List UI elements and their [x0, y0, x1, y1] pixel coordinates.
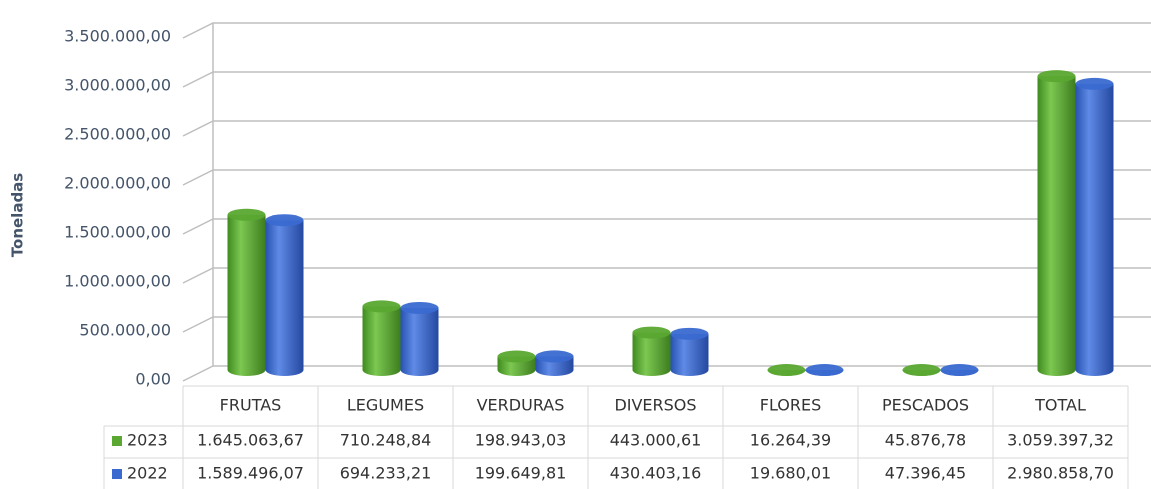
- grid-line: [182, 71, 1151, 88]
- y-axis-title: Toneladas: [9, 173, 27, 258]
- y-tick-label: 3.000.000,00: [64, 76, 171, 95]
- legend-label: 2022: [127, 464, 168, 483]
- x-tick-label: LEGUMES: [347, 396, 424, 415]
- x-tick-label: VERDURAS: [477, 396, 565, 415]
- bar: [265, 220, 304, 376]
- bar-top: [1037, 70, 1076, 83]
- x-tick-label: PESCADOS: [882, 396, 969, 415]
- data-cell: 16.264,39: [750, 431, 831, 450]
- bar-top: [940, 364, 979, 376]
- data-cell: 198.943,03: [475, 431, 567, 450]
- bar-top: [265, 214, 304, 227]
- y-tick-label: 1.000.000,00: [64, 272, 171, 291]
- bar-top: [1075, 77, 1114, 90]
- data-cell: 1.645.063,67: [197, 431, 304, 450]
- bar-top: [902, 364, 941, 376]
- data-cell: 47.396,45: [885, 464, 966, 483]
- data-cell: 19.680,01: [750, 464, 831, 483]
- data-cell: 430.403,16: [610, 464, 702, 483]
- bar-top: [670, 327, 709, 340]
- bar: [400, 307, 439, 376]
- grid-line: [182, 218, 1151, 235]
- y-tick-label: 3.500.000,00: [64, 27, 171, 46]
- data-cell: 1.589.496,07: [197, 464, 304, 483]
- data-cell: 443.000,61: [610, 431, 702, 450]
- bar: [670, 333, 709, 376]
- x-tick-label: TOTAL: [1034, 396, 1086, 415]
- data-cell: 199.649,81: [475, 464, 567, 483]
- x-tick-label: DIVERSOS: [614, 396, 696, 415]
- bar: [1037, 76, 1076, 376]
- y-tick-label: 2.500.000,00: [64, 125, 171, 144]
- legend-swatch: [112, 436, 122, 446]
- bar: [362, 306, 401, 376]
- data-cell: 45.876,78: [885, 431, 966, 450]
- bar-top: [767, 364, 806, 376]
- grid-line: [182, 120, 1151, 137]
- y-tick-label: 1.500.000,00: [64, 223, 171, 242]
- bar-top: [805, 364, 844, 376]
- bar: [632, 332, 671, 376]
- y-tick-label: 500.000,00: [79, 321, 171, 340]
- bar-top: [535, 350, 574, 363]
- grid-line: [182, 22, 1151, 39]
- grid-line: [182, 267, 1151, 284]
- bar-top: [400, 301, 439, 314]
- x-tick-label: FLORES: [760, 396, 822, 415]
- bar-top: [227, 208, 266, 221]
- data-cell: 694.233,21: [340, 464, 432, 483]
- bar-top: [362, 300, 401, 313]
- bar-top: [632, 326, 671, 339]
- data-cell: 2.980.858,70: [1007, 464, 1114, 483]
- bar: [1075, 83, 1114, 376]
- data-cell: 3.059.397,32: [1007, 431, 1114, 450]
- bar: [227, 214, 266, 376]
- y-tick-label: 0,00: [135, 370, 171, 389]
- y-tick-label: 2.000.000,00: [64, 174, 171, 193]
- grid-line: [182, 169, 1151, 186]
- data-cell: 710.248,84: [340, 431, 432, 450]
- x-tick-label: FRUTAS: [220, 396, 282, 415]
- bar-top: [497, 350, 536, 363]
- legend-label: 2023: [127, 431, 168, 450]
- legend-swatch: [112, 469, 122, 479]
